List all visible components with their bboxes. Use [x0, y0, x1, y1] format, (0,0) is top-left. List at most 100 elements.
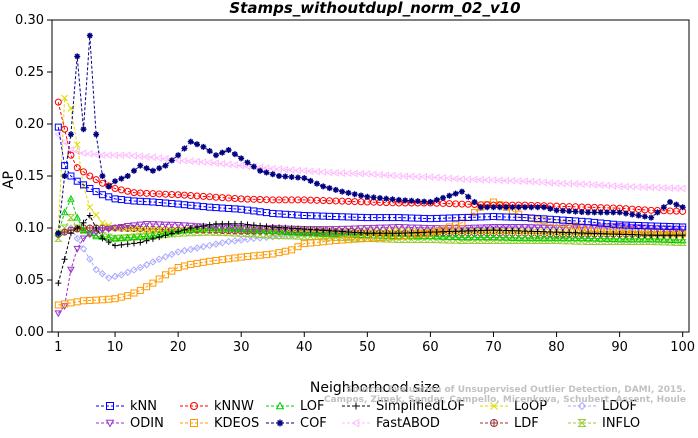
- data-point-fastabod: [476, 175, 484, 184]
- data-point-cof: [458, 188, 465, 195]
- data-point-simplifiedlof: [477, 227, 484, 234]
- data-point-simplifiedlof: [553, 229, 560, 236]
- legend-label-kdeos: KDEOS: [214, 416, 259, 431]
- data-point-odin: [495, 224, 504, 231]
- data-point-odin: [67, 266, 75, 274]
- data-point-cof: [610, 209, 617, 216]
- data-point-simplifiedlof: [414, 229, 421, 236]
- x-tick-label: 10: [107, 340, 124, 355]
- data-point-ldof: [205, 241, 214, 250]
- data-point-simplifiedlof: [641, 232, 648, 239]
- data-point-lof: [565, 234, 574, 242]
- data-point-lof: [540, 234, 548, 242]
- data-point-fastabod: [142, 152, 150, 161]
- y-tick-label: 0.10: [15, 221, 44, 236]
- data-point-kdeos: [143, 283, 151, 291]
- data-point-odin: [73, 245, 82, 253]
- data-point-cof: [515, 204, 522, 211]
- data-point-fastabod: [628, 182, 636, 191]
- data-point-lof: [376, 231, 384, 239]
- data-point-ldof: [224, 237, 233, 246]
- data-point-ldof: [212, 240, 220, 248]
- x-tick-label: 80: [548, 340, 565, 355]
- data-point-lof: [653, 235, 662, 243]
- x-tick-label: 1: [54, 340, 62, 355]
- data-point-lof: [483, 233, 492, 241]
- data-point-cof: [440, 194, 447, 201]
- data-point-lof: [281, 227, 290, 235]
- data-point-lof: [603, 234, 611, 242]
- y-axis-label: AP: [1, 171, 17, 189]
- data-point-lof: [85, 229, 94, 237]
- data-point-fastabod: [357, 169, 364, 178]
- data-point-fastabod: [464, 175, 472, 184]
- legend-marker-knnw: [190, 402, 198, 410]
- legend-label-inflo: INFLO: [602, 416, 640, 431]
- data-point-inflo: [262, 231, 271, 239]
- data-point-loop: [105, 222, 113, 229]
- data-point-lof: [294, 228, 302, 236]
- data-point-odin: [489, 224, 498, 231]
- data-point-simplifiedlof: [168, 230, 175, 237]
- data-point-odin: [514, 224, 523, 231]
- data-point-cof: [345, 189, 352, 196]
- data-point-knn: [679, 223, 687, 231]
- data-point-odin: [325, 226, 334, 234]
- data-point-lof: [647, 235, 656, 243]
- data-point-fastabod: [539, 178, 547, 187]
- data-point-lof: [634, 235, 643, 243]
- data-point-lof: [319, 229, 328, 237]
- data-point-lof: [458, 233, 466, 241]
- data-point-fastabod: [331, 169, 339, 177]
- data-point-ldof: [98, 270, 107, 278]
- data-point-lof: [464, 233, 473, 241]
- data-point-fastabod: [533, 178, 541, 186]
- data-point-fastabod: [659, 184, 667, 192]
- data-point-simplifiedlof: [622, 231, 629, 238]
- data-point-fastabod: [312, 167, 320, 176]
- data-point-odin: [136, 221, 145, 229]
- data-point-cof: [553, 207, 560, 214]
- data-point-fastabod: [678, 184, 686, 193]
- data-point-odin: [426, 225, 435, 233]
- data-point-cof: [635, 212, 642, 219]
- data-point-lof: [470, 233, 479, 241]
- data-point-lof: [678, 236, 687, 244]
- data-point-simplifiedlof: [471, 227, 478, 234]
- data-point-lof: [136, 232, 145, 240]
- data-point-fastabod: [571, 180, 579, 188]
- data-point-lof: [79, 226, 88, 233]
- data-point-simplifiedlof: [67, 230, 74, 237]
- data-point-lof: [123, 233, 132, 241]
- data-point-simplifiedlof: [124, 241, 131, 248]
- data-point-cof: [231, 151, 238, 158]
- data-point-fastabod: [602, 181, 610, 190]
- data-point-fastabod: [375, 170, 383, 179]
- legend-label-cof: COF: [300, 416, 327, 431]
- data-point-odin: [653, 225, 662, 233]
- data-point-odin: [413, 224, 422, 232]
- data-point-lof: [533, 234, 542, 242]
- data-point-ldf: [61, 228, 69, 236]
- data-point-simplifiedlof: [585, 230, 592, 237]
- data-point-odin: [104, 226, 113, 234]
- data-point-cof: [629, 211, 636, 218]
- data-point-fastabod: [527, 177, 535, 186]
- data-point-inflo: [66, 214, 76, 222]
- data-point-simplifiedlof: [320, 227, 327, 234]
- data-point-inflo: [268, 231, 277, 239]
- data-point-fastabod: [590, 180, 598, 189]
- data-point-loop: [80, 183, 87, 190]
- data-point-simplifiedlof: [257, 222, 264, 229]
- data-point-fastabod: [621, 182, 629, 191]
- data-point-lof: [420, 232, 428, 240]
- data-point-cof: [67, 131, 74, 138]
- data-point-cof: [597, 209, 604, 216]
- data-point-simplifiedlof: [288, 225, 295, 232]
- data-point-simplifiedlof: [383, 230, 390, 237]
- y-tick-label: 0.15: [15, 169, 44, 184]
- data-point-lof: [186, 225, 195, 233]
- data-point-inflo: [590, 238, 599, 246]
- data-point-ldof: [92, 265, 100, 274]
- data-point-odin: [142, 220, 151, 228]
